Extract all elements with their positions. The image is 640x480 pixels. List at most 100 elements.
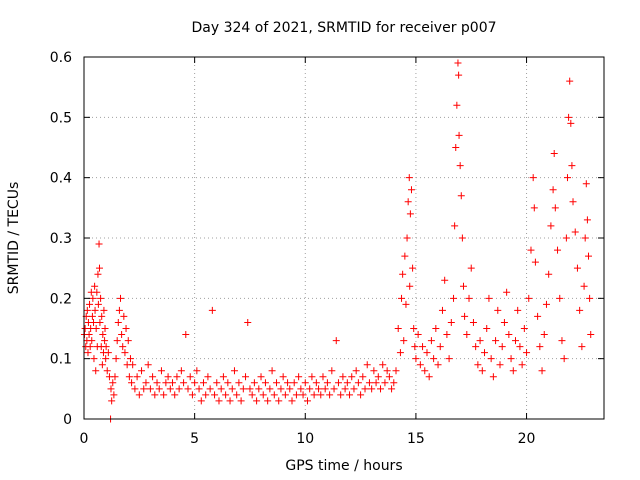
data-point bbox=[239, 385, 247, 393]
y-tick-label: 0.4 bbox=[50, 171, 72, 187]
data-point bbox=[86, 300, 94, 308]
x-tick-label: 15 bbox=[407, 431, 425, 447]
data-point bbox=[530, 204, 538, 212]
x-tick-label: 0 bbox=[80, 431, 89, 447]
data-point bbox=[257, 373, 265, 381]
data-point bbox=[133, 373, 141, 381]
data-point bbox=[213, 379, 221, 387]
data-point bbox=[83, 306, 91, 314]
data-point bbox=[129, 361, 137, 369]
data-point bbox=[91, 306, 99, 314]
data-point bbox=[514, 306, 522, 314]
data-point bbox=[95, 240, 103, 248]
data-point bbox=[436, 343, 444, 351]
data-point bbox=[177, 367, 185, 375]
data-point bbox=[100, 306, 108, 314]
data-point bbox=[343, 379, 351, 387]
data-point bbox=[339, 373, 347, 381]
grid-lines bbox=[84, 57, 604, 419]
data-point bbox=[377, 385, 385, 393]
data-point bbox=[421, 367, 429, 375]
data-point bbox=[96, 318, 104, 326]
data-point bbox=[583, 216, 591, 224]
data-point bbox=[443, 331, 451, 339]
data-point bbox=[550, 150, 558, 158]
data-point bbox=[423, 349, 431, 357]
data-point bbox=[124, 337, 132, 345]
data-point bbox=[365, 379, 373, 387]
data-point bbox=[171, 391, 179, 399]
data-point bbox=[166, 385, 174, 393]
data-point bbox=[279, 373, 287, 381]
data-point bbox=[315, 385, 323, 393]
data-point bbox=[396, 349, 404, 357]
data-point bbox=[326, 391, 334, 399]
data-point bbox=[103, 367, 111, 375]
data-point bbox=[459, 282, 467, 290]
data-point bbox=[202, 391, 210, 399]
y-tick-label: 0.3 bbox=[50, 231, 72, 247]
data-point bbox=[383, 367, 391, 375]
data-point bbox=[90, 318, 98, 326]
x-tick-label: 5 bbox=[190, 431, 199, 447]
data-point bbox=[549, 186, 557, 194]
data-point bbox=[101, 325, 109, 332]
data-point bbox=[538, 367, 546, 375]
data-point bbox=[92, 325, 100, 332]
data-point bbox=[184, 385, 192, 393]
data-point bbox=[581, 234, 589, 242]
data-point bbox=[228, 385, 236, 393]
data-point bbox=[193, 367, 201, 375]
data-point bbox=[290, 379, 298, 387]
data-point bbox=[297, 385, 305, 393]
data-point bbox=[115, 306, 123, 314]
data-point bbox=[222, 391, 230, 399]
data-point bbox=[266, 385, 274, 393]
data-point bbox=[312, 379, 320, 387]
data-point bbox=[120, 312, 128, 320]
data-point bbox=[536, 343, 544, 351]
data-point bbox=[121, 349, 129, 357]
data-point bbox=[180, 379, 188, 387]
data-point bbox=[569, 198, 577, 206]
data-point bbox=[268, 367, 276, 375]
data-point bbox=[540, 331, 548, 339]
data-point bbox=[206, 385, 214, 393]
data-point bbox=[175, 385, 183, 393]
data-point bbox=[368, 385, 376, 393]
data-point bbox=[467, 264, 475, 272]
data-point bbox=[117, 294, 125, 302]
data-point bbox=[125, 373, 133, 381]
data-point bbox=[481, 349, 489, 357]
data-point bbox=[275, 397, 283, 405]
data-point bbox=[317, 391, 325, 399]
data-point bbox=[357, 391, 365, 399]
data-point bbox=[523, 349, 531, 357]
data-point bbox=[407, 186, 415, 194]
data-point bbox=[461, 312, 469, 320]
data-point bbox=[277, 385, 285, 393]
data-point bbox=[425, 373, 433, 381]
data-point bbox=[341, 385, 349, 393]
data-point bbox=[219, 373, 227, 381]
data-point bbox=[261, 379, 269, 387]
data-point bbox=[567, 119, 575, 127]
data-point bbox=[474, 361, 482, 369]
data-point bbox=[94, 270, 102, 278]
data-point bbox=[399, 270, 407, 278]
data-point bbox=[563, 174, 571, 182]
data-point bbox=[288, 397, 296, 405]
data-point bbox=[587, 331, 595, 339]
data-point bbox=[458, 234, 466, 242]
y-tick-label: 0.6 bbox=[50, 50, 72, 66]
data-point bbox=[472, 343, 480, 351]
data-point bbox=[149, 373, 157, 381]
data-point bbox=[99, 331, 107, 339]
data-point bbox=[138, 367, 146, 375]
data-point bbox=[503, 288, 511, 296]
data-point bbox=[140, 385, 148, 393]
data-point bbox=[306, 385, 314, 393]
data-point bbox=[455, 131, 463, 139]
data-point bbox=[188, 391, 196, 399]
data-point bbox=[370, 367, 378, 375]
